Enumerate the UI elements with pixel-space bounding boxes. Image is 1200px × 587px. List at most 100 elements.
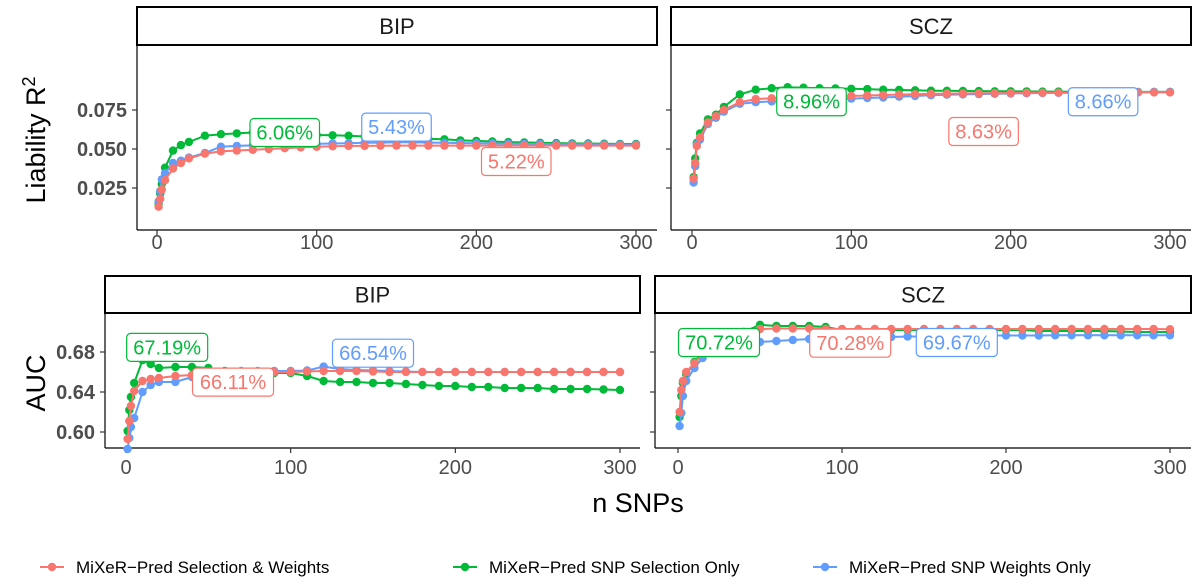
data-point [434, 367, 444, 377]
annotation-weights-only: 69.67% [915, 327, 998, 358]
facet-panel-bip: BIP 0.025 0.050 0.075 0 100 200 300 6.06% 5.43% 5.… [77, 6, 658, 254]
annotation-sel-weights: 66.11% [191, 367, 275, 397]
x-tick-label: 0 [672, 457, 683, 479]
data-point [184, 154, 194, 163]
data-point [582, 384, 592, 394]
data-point [974, 89, 983, 98]
data-point [130, 386, 139, 396]
data-point [352, 377, 361, 387]
data-point [408, 141, 417, 150]
data-point [751, 85, 760, 94]
data-point [517, 383, 526, 393]
data-point [903, 332, 912, 341]
data-point [171, 362, 180, 372]
x-tick-label: 300 [619, 232, 652, 254]
annotation-box [1067, 87, 1139, 117]
data-point [549, 384, 559, 394]
y-tick-label: 0.050 [77, 139, 127, 161]
data-point [168, 164, 178, 173]
annotation-label: 70.28% [816, 333, 884, 355]
legend-item-sel-weights: MiXeR−Pred Selection & Weights [40, 558, 329, 577]
series-sel-weights [154, 141, 641, 211]
data-point [154, 363, 164, 373]
data-point [368, 367, 378, 376]
y-tick-label: 0.68 [56, 342, 95, 364]
x-tick-label: 200 [994, 232, 1027, 254]
data-point [958, 89, 968, 98]
annotation-box [480, 146, 552, 177]
facet-strip-label: SCZ [909, 14, 953, 39]
data-point [678, 376, 688, 386]
data-point [517, 367, 526, 377]
data-point [418, 380, 427, 390]
data-point [1100, 331, 1109, 340]
data-point [385, 378, 394, 388]
data-point [344, 131, 353, 140]
data-point [1006, 88, 1015, 98]
facet-strip [136, 6, 658, 46]
legend-label: MiXeR−Pred SNP Selection Only [489, 558, 740, 577]
data-point [216, 130, 226, 139]
annotation-label: 6.06% [256, 122, 313, 144]
annotation-label: 8.63% [955, 122, 1012, 144]
y-tick-label: 0.60 [56, 422, 95, 444]
data-point [500, 383, 509, 393]
legend: MiXeR−Pred Selection & Weights MiXeR−Pred… [40, 558, 1091, 577]
annotation-weights-only: 5.43% [361, 112, 432, 142]
data-point [1001, 324, 1011, 334]
data-point [484, 382, 493, 392]
x-tick-label: 200 [439, 457, 472, 479]
data-point [456, 141, 465, 150]
data-point [1083, 331, 1093, 340]
annotation-sel-only: 67.19% [126, 332, 209, 362]
annotation-weights-only: 66.54% [331, 338, 415, 368]
data-point [583, 141, 593, 150]
annotation-box [361, 112, 432, 142]
legend-item-weights-only: MiXeR−Pred SNP Weights Only [813, 558, 1091, 577]
data-point [360, 141, 369, 151]
data-point [138, 376, 147, 386]
data-point [1165, 88, 1175, 97]
data-point [500, 367, 509, 377]
annotation-label: 5.22% [488, 151, 545, 173]
data-point [689, 174, 698, 183]
data-point [1022, 88, 1031, 98]
data-point [401, 367, 411, 377]
data-point [232, 129, 241, 138]
data-point [130, 378, 139, 388]
data-point [631, 141, 641, 150]
data-point [184, 137, 194, 147]
data-point [1165, 331, 1175, 340]
data-point [424, 141, 433, 150]
legend-label: MiXeR−Pred SNP Weights Only [849, 558, 1091, 577]
data-point [401, 379, 411, 389]
data-point [735, 98, 744, 107]
annotation-box [915, 327, 998, 358]
data-point [533, 383, 542, 393]
data-point [160, 169, 170, 178]
data-point [335, 377, 345, 387]
data-point [788, 335, 797, 345]
x-tick-label: 300 [1153, 457, 1186, 479]
series-line [157, 144, 636, 207]
data-point [138, 387, 147, 397]
data-point [154, 202, 163, 211]
data-point [385, 367, 394, 377]
x-tick-label: 0 [120, 457, 131, 479]
data-point [434, 381, 444, 391]
data-point [847, 91, 856, 101]
data-point [615, 367, 625, 377]
data-point [926, 89, 936, 99]
data-point [484, 367, 493, 377]
data-point [368, 378, 378, 388]
facet-strip-label: BIP [379, 14, 414, 39]
data-point [910, 90, 920, 99]
data-point [216, 147, 226, 156]
data-point [735, 90, 744, 99]
legend-key-point [47, 562, 57, 572]
x-tick-label: 0 [686, 232, 697, 254]
data-point [903, 324, 912, 334]
data-point [863, 91, 872, 100]
data-point [440, 141, 449, 150]
